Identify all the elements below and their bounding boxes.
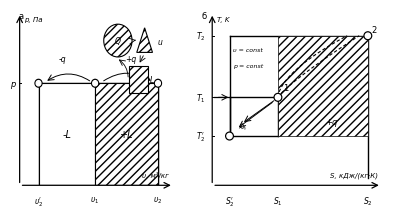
Circle shape: [275, 95, 281, 101]
Circle shape: [156, 81, 160, 87]
Text: υ = const: υ = const: [233, 48, 263, 53]
Circle shape: [93, 81, 97, 87]
Polygon shape: [137, 29, 152, 53]
Text: +q: +q: [126, 55, 137, 64]
Circle shape: [364, 33, 372, 40]
Text: υ, м³/кг: υ, м³/кг: [142, 171, 169, 178]
Text: б: б: [202, 12, 207, 21]
Circle shape: [104, 25, 132, 58]
Text: $T_1$: $T_1$: [196, 92, 205, 104]
Text: +L: +L: [120, 130, 133, 140]
Text: a: a: [18, 12, 23, 21]
Polygon shape: [278, 37, 368, 136]
Text: +q: +q: [325, 118, 338, 127]
Text: $T_2$: $T_2$: [196, 30, 205, 43]
Circle shape: [36, 81, 41, 87]
Text: $T_2'$: $T_2'$: [196, 130, 205, 143]
Text: $S_2'$: $S_2'$: [225, 194, 234, 206]
Text: 1: 1: [283, 84, 288, 92]
Text: p: p: [9, 79, 15, 88]
Text: -q: -q: [58, 55, 66, 64]
Text: L: L: [150, 76, 154, 85]
Text: p = const: p = const: [233, 64, 263, 69]
Text: -q: -q: [237, 120, 248, 132]
Circle shape: [365, 34, 371, 39]
Text: $S_2$: $S_2$: [363, 194, 373, 206]
Circle shape: [227, 134, 232, 139]
Polygon shape: [39, 84, 95, 185]
Circle shape: [35, 80, 42, 88]
Text: S, кДж/(кг·К): S, кДж/(кг·К): [330, 172, 378, 178]
Polygon shape: [129, 67, 148, 94]
Text: p, Па: p, Па: [24, 17, 43, 23]
Circle shape: [92, 80, 99, 88]
Text: $S_1$: $S_1$: [273, 194, 283, 206]
Polygon shape: [95, 84, 158, 185]
Circle shape: [226, 132, 233, 140]
Text: 2: 2: [371, 26, 376, 35]
Text: u: u: [157, 38, 162, 47]
Text: Q: Q: [115, 37, 121, 46]
Circle shape: [154, 80, 162, 88]
Text: $\upsilon_1$: $\upsilon_1$: [90, 194, 100, 205]
Text: $\upsilon_2'$: $\upsilon_2'$: [34, 194, 43, 206]
Text: -L: -L: [62, 130, 71, 140]
Circle shape: [274, 94, 282, 102]
Text: T, K: T, K: [217, 17, 230, 23]
Text: $\upsilon_2$: $\upsilon_2$: [153, 194, 163, 205]
